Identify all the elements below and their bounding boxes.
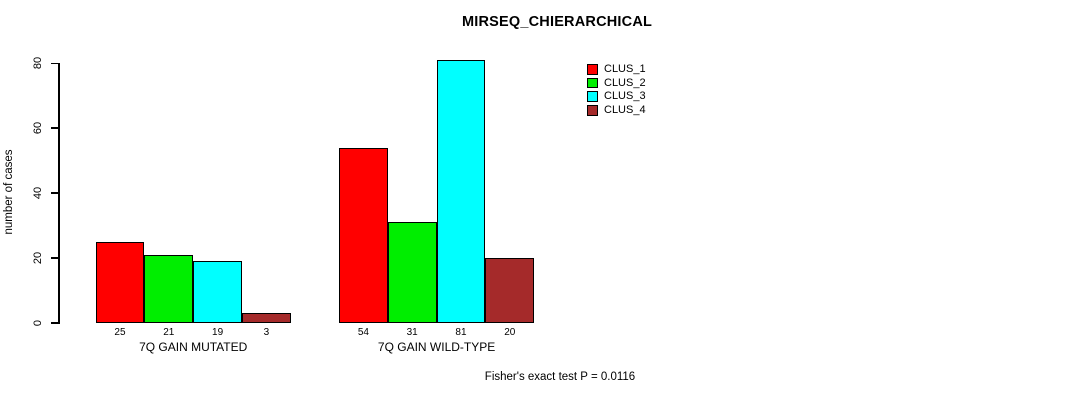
legend-swatch-icon [587,91,598,102]
bar-value-label: 54 [357,326,369,338]
bar-clus_1-group2 [339,147,388,323]
legend-swatch-icon [587,105,598,116]
y-tick-label: 20 [32,251,44,265]
bar-clus_3-group1 [193,261,242,323]
y-tick-label: 60 [32,122,44,135]
chart-title: MIRSEQ_CHIERARCHICAL [461,14,653,30]
bar-clus_4-group2 [485,258,535,323]
legend-label: CLUS_1 [604,63,646,75]
y-tick-mark [51,322,58,324]
bar-clus_2-group1 [144,254,194,323]
y-tick-mark [51,62,58,64]
bar-clus_3-group2 [436,60,486,323]
annotation-text: Fisher's exact test P = 0.0116 [484,371,636,383]
bar-clus_2-group2 [387,222,437,323]
legend-label: CLUS_4 [604,104,646,117]
bar-value-label: 81 [455,326,467,338]
bar-clus_4-group1 [242,313,291,323]
category-label: 7Q GAIN MUTATED [139,340,248,354]
y-tick-mark [51,192,58,194]
y-tick-mark [51,127,58,129]
y-tick-label: 40 [32,186,44,200]
y-tick-mark [51,257,58,259]
category-label: 7Q GAIN WILD-TYPE [377,340,496,354]
legend-swatch-icon [587,64,598,75]
legend-label: CLUS_2 [604,76,646,89]
y-tick-label: 0 [32,319,44,327]
bar-value-label: 19 [212,326,224,338]
y-axis-label: number of cases [3,149,15,235]
y-axis-line [58,62,60,324]
bar-value-label: 31 [406,326,418,338]
bar-value-label: 3 [263,326,270,338]
bar-value-label: 20 [504,326,516,338]
bar-value-label: 25 [114,326,126,338]
y-tick-label: 80 [32,57,44,70]
legend-label: CLUS_3 [604,90,646,103]
bar-value-label: 21 [163,326,175,338]
legend-swatch-icon [587,77,598,89]
bar-clus_1-group1 [95,241,145,323]
